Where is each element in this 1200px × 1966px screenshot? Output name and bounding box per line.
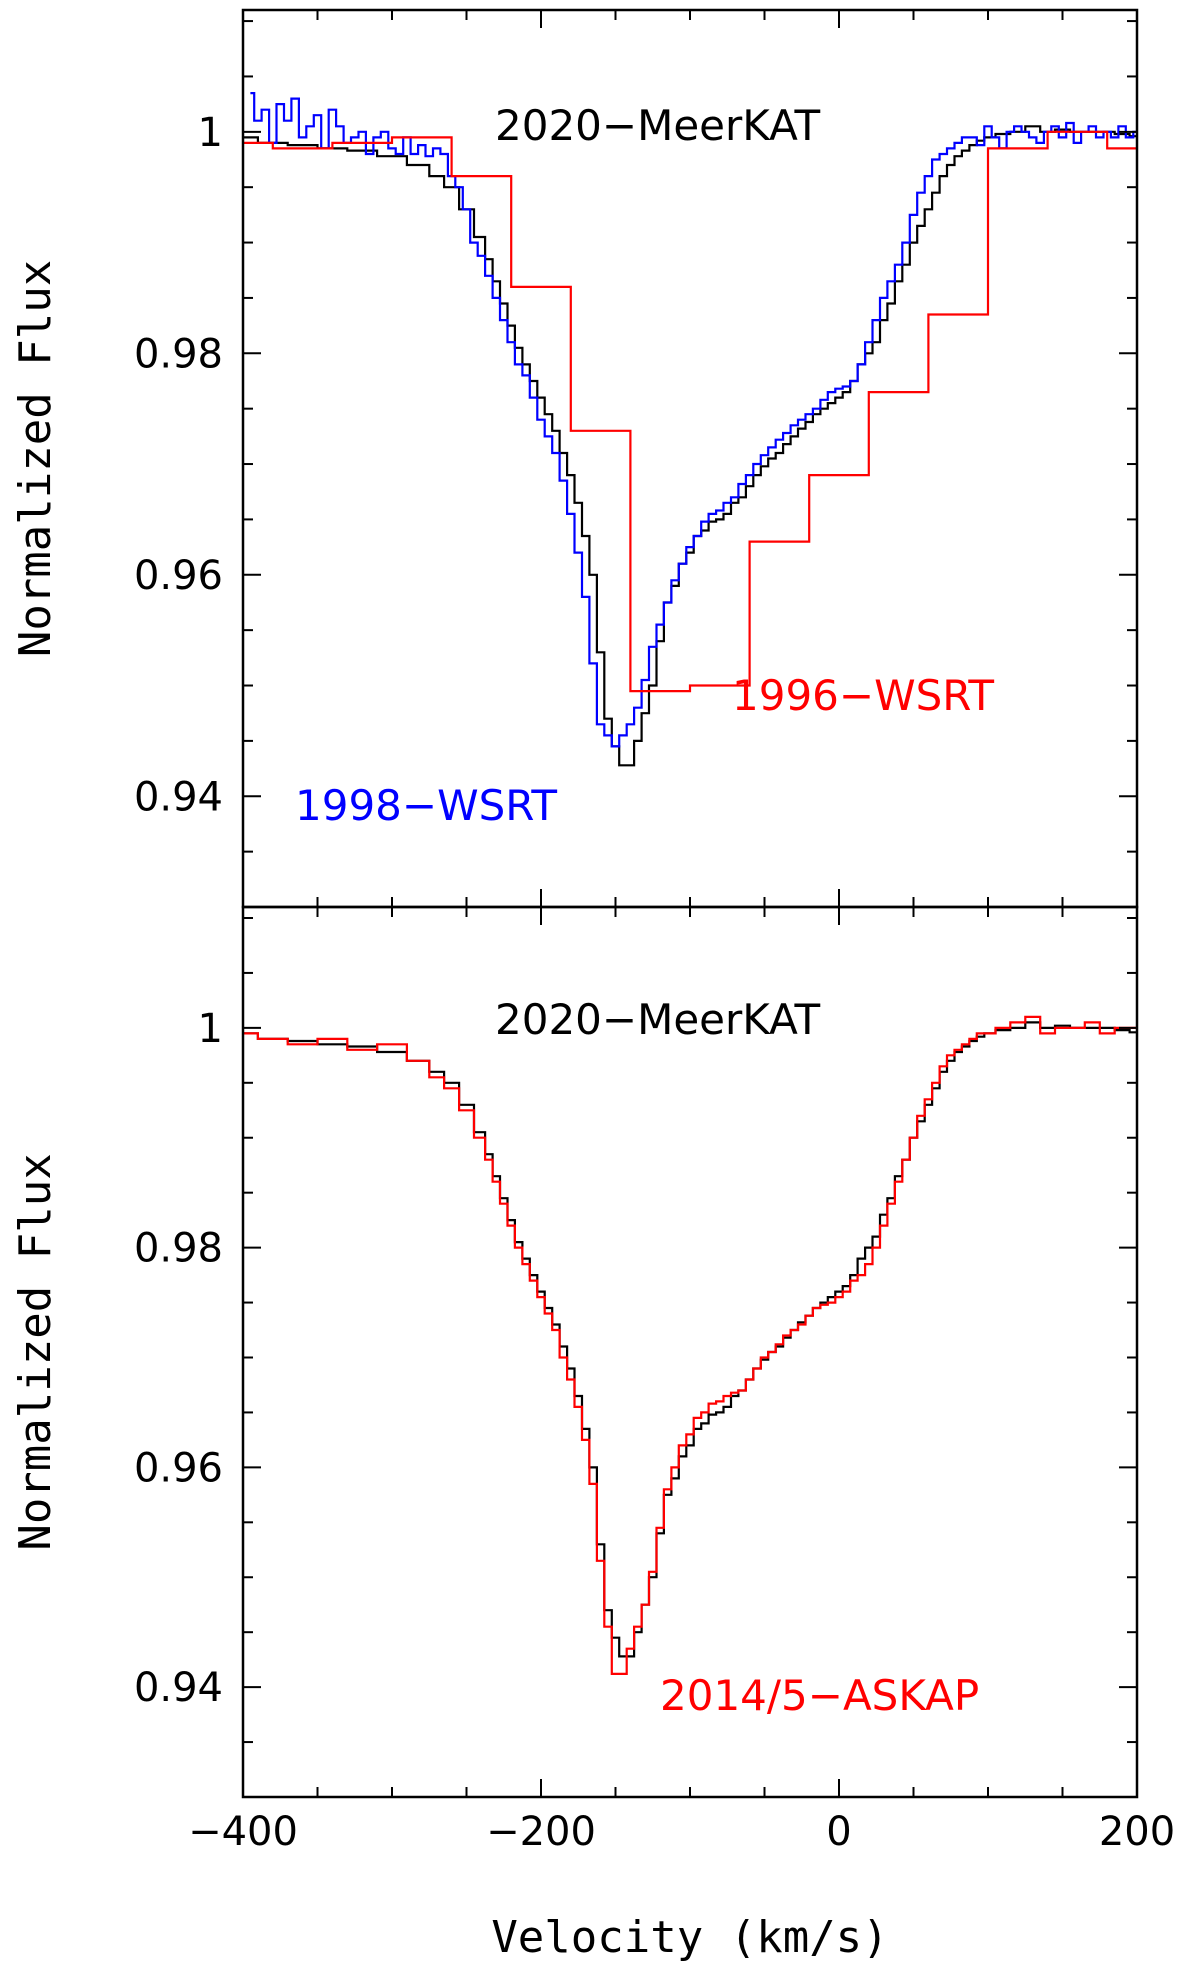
x-tick-label: 200 — [1099, 1809, 1175, 1855]
top-panel-label-1998-wsrt: 1998−WSRT — [295, 781, 557, 830]
y-axis-title: Normalized Flux — [10, 260, 61, 657]
bottom-panel-label-askap: 2014/5−ASKAP — [660, 1671, 979, 1720]
x-tick-label: −200 — [486, 1809, 596, 1855]
x-axis-title: Velocity (km/s) — [491, 1912, 888, 1963]
x-tick-label: −400 — [188, 1809, 298, 1855]
x-tick-label: 0 — [826, 1809, 851, 1855]
y-tick-label: 0.94 — [134, 1665, 223, 1711]
bottom-panel: 2020−MeerKAT 2014/5−ASKAP −400 −200 0 200 0.… — [10, 905, 1175, 1855]
series-1998-wsrt-line — [250, 92, 1137, 748]
series-1996-wsrt-line — [243, 130, 1137, 693]
y-tick-label: 0.96 — [134, 1445, 223, 1491]
y-tick-label: 0.96 — [134, 553, 223, 599]
y-tick-label: 1 — [198, 110, 223, 156]
top-panel: 2020−MeerKAT 1998−WSRT 1996−WSRT 0.94 0.9… — [10, 8, 1139, 909]
top-panel-label-meerkat: 2020−MeerKAT — [495, 101, 821, 150]
y-axis-title: Normalized Flux — [10, 1153, 61, 1550]
series-2014-5-askap-line — [243, 1015, 1137, 1675]
y-tick-label: 0.98 — [134, 331, 223, 377]
bottom-panel-label-meerkat: 2020−MeerKAT — [495, 995, 821, 1044]
y-tick-label: 0.94 — [134, 774, 223, 820]
y-tick-label: 1 — [198, 1006, 223, 1052]
y-tick-label: 0.98 — [134, 1226, 223, 1272]
top-panel-label-1996-wsrt: 1996−WSRT — [732, 671, 994, 720]
